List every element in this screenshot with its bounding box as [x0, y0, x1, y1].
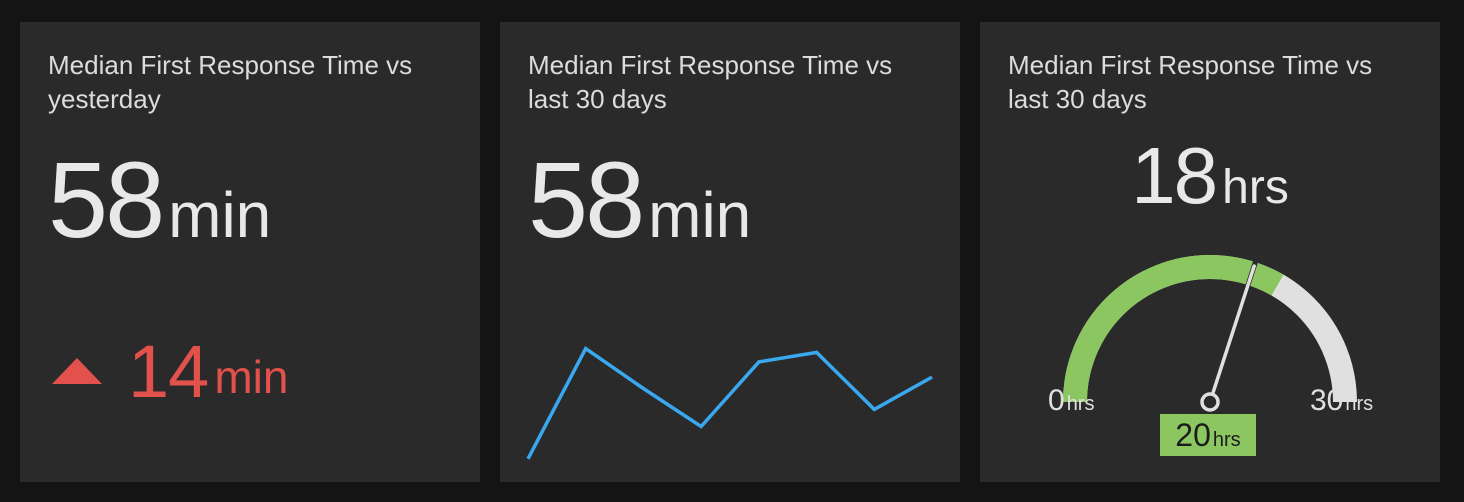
stat-unit: min	[648, 179, 752, 251]
stat-unit: min	[168, 179, 272, 251]
gauge-value: 18 hrs	[980, 126, 1440, 238]
gauge-min-unit: hrs	[1066, 393, 1095, 415]
gauge-needle	[1208, 264, 1256, 404]
big-stat: 58min	[48, 140, 271, 260]
panel-title: Median First Response Time vs yesterday	[48, 50, 413, 114]
gauge-max-value: 30	[1310, 384, 1344, 417]
panel-vs-yesterday: Median First Response Time vs yesterday …	[20, 22, 480, 482]
gauge-max-label: 30 hrs	[1310, 384, 1373, 418]
delta-value: 14	[128, 330, 209, 413]
gauge-target-value: 20	[1175, 417, 1211, 453]
panel-title: Median First Response Time vs last 30 da…	[1008, 50, 1373, 114]
gauge-track	[1063, 255, 1357, 403]
gauge-max-unit: hrs	[1345, 393, 1374, 415]
gauge-min-label: 0 hrs	[1048, 384, 1094, 418]
stat-value: 58	[528, 139, 645, 260]
sparkline-series	[526, 346, 933, 460]
panel-vs-last-30-days-sparkline: Median First Response Time vs last 30 da…	[500, 22, 960, 482]
gauge-target-unit: hrs	[1212, 429, 1241, 451]
gauge-min-value: 0	[1048, 384, 1065, 417]
panel-title: Median First Response Time vs last 30 da…	[528, 50, 893, 114]
stat-unit: hrs	[1222, 161, 1289, 214]
stat-value: 58	[48, 139, 165, 260]
delta-indicator: 14 min	[52, 332, 288, 412]
arrow-up-icon	[52, 358, 102, 384]
gauge-fill	[1063, 255, 1284, 403]
gauge-chart	[1063, 255, 1357, 412]
panel-vs-last-30-days-gauge: Median First Response Time vs last 30 da…	[980, 22, 1440, 482]
sparkline-chart	[526, 346, 933, 460]
big-stat: 58min	[528, 140, 751, 260]
delta-unit: min	[214, 351, 289, 403]
gauge-pivot	[1200, 392, 1220, 412]
gauge-target-badge: 20 hrs	[1160, 414, 1256, 456]
stat-value: 18	[1131, 131, 1218, 220]
